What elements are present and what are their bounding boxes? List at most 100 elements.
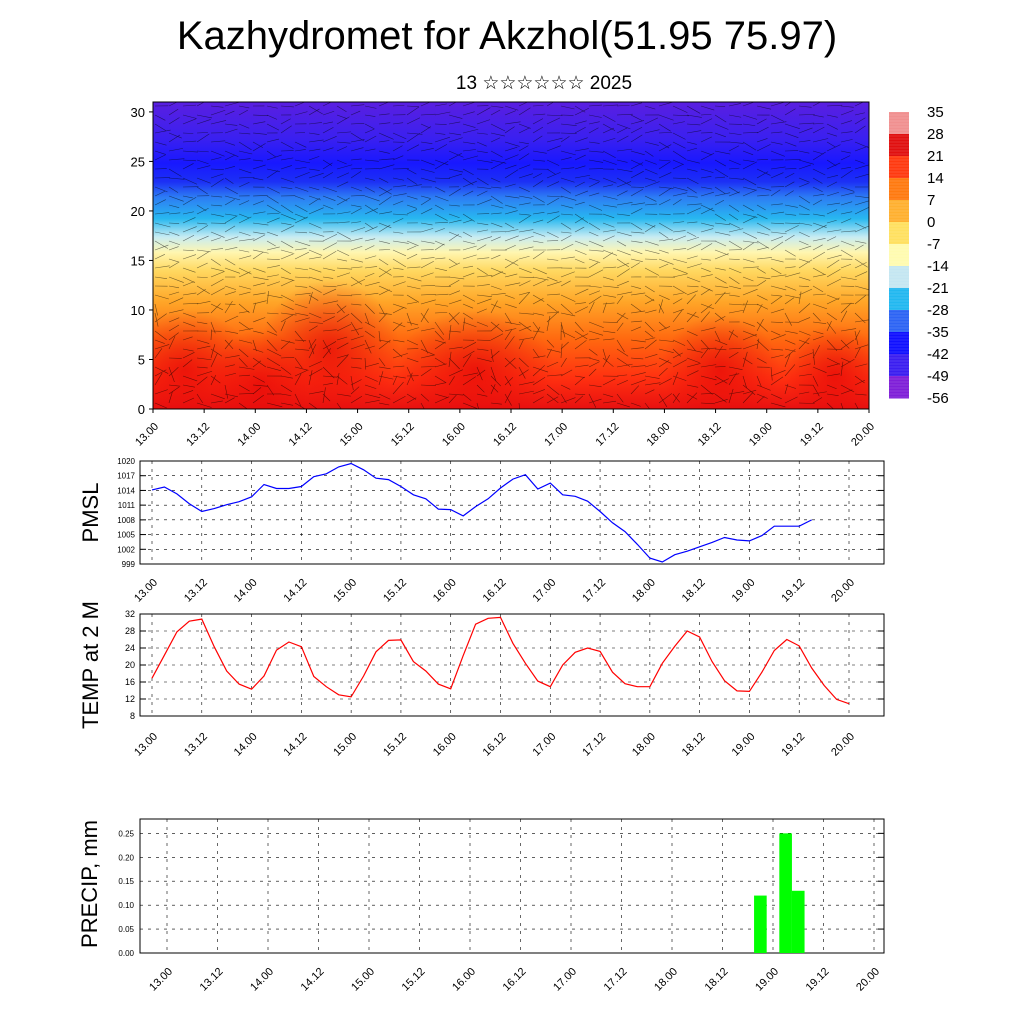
wind-barb: [406, 276, 422, 282]
page-title: Kazhydromet for Akzhol(51.95 75.97): [176, 14, 838, 58]
wind-barb: [812, 238, 826, 242]
wind-barb: [770, 236, 784, 242]
wind-barb: [210, 168, 224, 170]
wind-barb: [490, 285, 502, 290]
wind-barb: [280, 375, 293, 379]
wind-barb: [644, 150, 654, 157]
wind-barb: [798, 291, 802, 305]
wind-barb: [462, 402, 477, 409]
wind-barb: [714, 267, 726, 271]
wind-barb: [630, 372, 646, 377]
wind-barb: [238, 357, 248, 368]
pmsl-y-axis-label: PMSL: [78, 483, 103, 543]
wind-barb: [518, 267, 532, 274]
wind-barb: [266, 312, 279, 315]
pmsl-x-tick-label: 18.00: [630, 577, 658, 605]
wind-barb: [266, 217, 280, 224]
wind-barb: [644, 105, 656, 110]
wind-barb: [784, 297, 795, 305]
cross-section-x-tick-label: 15.12: [389, 421, 417, 449]
wind-barb: [476, 369, 486, 377]
wind-barb: [742, 258, 755, 263]
wind-barb: [406, 312, 412, 326]
wind-barb: [224, 291, 236, 296]
wind-barb: [504, 273, 518, 278]
wind-barb: [322, 329, 337, 332]
wind-barb: [196, 114, 212, 119]
wind-barb: [504, 110, 517, 116]
temp2m-y-tick-label: 12: [125, 694, 135, 704]
wind-barb: [700, 402, 715, 405]
wind-barb: [700, 258, 711, 261]
wind-barb: [742, 333, 758, 341]
wind-barb: [308, 267, 322, 273]
wind-barb: [336, 249, 350, 257]
wind-barb: [252, 234, 265, 242]
wind-barb: [476, 190, 488, 197]
wind-barb: [518, 369, 529, 377]
wind-barb: [700, 168, 714, 173]
wind-barb: [182, 197, 197, 206]
wind-barb: [658, 367, 668, 377]
wind-barb: [854, 200, 869, 206]
wind-barb: [756, 194, 770, 197]
wind-barb: [322, 312, 335, 315]
wind-barb: [476, 107, 491, 116]
wind-barb: [364, 208, 378, 215]
wind-barb: [504, 336, 515, 350]
wind-barb: [798, 363, 811, 368]
wind-barb: [546, 393, 559, 404]
wind-barb: [154, 265, 170, 269]
precip-bar: [779, 833, 792, 953]
wind-barb: [504, 164, 517, 170]
wind-barb: [336, 131, 352, 134]
wind-barb: [336, 116, 350, 125]
wind-barb: [308, 172, 324, 179]
wind-barb: [350, 227, 366, 233]
wind-barb: [840, 310, 848, 323]
colorbar-label: 35: [927, 104, 944, 121]
wind-barb: [854, 195, 869, 199]
wind-barb: [392, 104, 405, 107]
wind-barb: [770, 258, 784, 263]
wind-barb: [434, 382, 446, 386]
wind-barb: [154, 389, 168, 395]
wind-barb: [826, 104, 843, 107]
wind-barb: [560, 357, 567, 368]
wind-barb: [238, 200, 250, 206]
wind-barb: [672, 192, 688, 197]
colorbar-swatch: [889, 178, 909, 201]
wind-barb: [350, 171, 362, 179]
wind-barb: [336, 221, 350, 224]
wind-barb: [798, 164, 811, 170]
wind-barb: [168, 386, 180, 395]
wind-barb: [294, 149, 306, 152]
wind-barb: [686, 339, 696, 352]
wind-barb: [392, 145, 403, 152]
wind-barb: [378, 113, 390, 116]
wind-barb: [546, 231, 559, 238]
wind-barb: [238, 109, 249, 116]
wind-barb: [756, 276, 771, 280]
wind-barb: [644, 159, 657, 165]
wind-barb: [588, 368, 597, 377]
wind-barb: [294, 373, 302, 386]
wind-barb: [196, 235, 209, 242]
wind-barb: [714, 168, 729, 178]
wind-barb: [448, 312, 460, 325]
wind-barb: [546, 315, 551, 332]
wind-barb: [812, 138, 829, 143]
wind-barb: [476, 199, 492, 206]
wind-barb: [504, 258, 519, 266]
precip-y-tick-label: 0.20: [118, 853, 134, 862]
wind-barb: [238, 285, 252, 290]
wind-barb: [364, 339, 372, 354]
wind-barb: [784, 364, 796, 377]
wind-barb: [588, 181, 600, 188]
wind-barb: [336, 197, 350, 206]
wind-barb: [630, 285, 642, 289]
wind-barb: [616, 202, 633, 206]
wind-barb: [770, 222, 785, 225]
wind-barb: [840, 131, 853, 134]
